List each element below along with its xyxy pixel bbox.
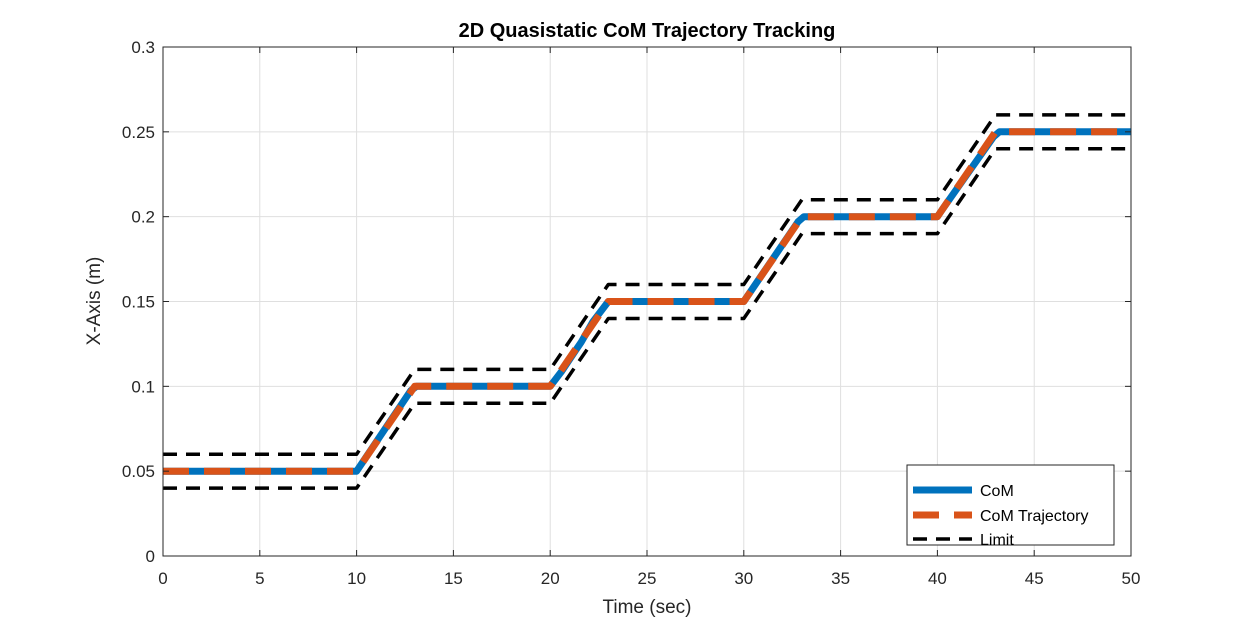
y-tick-label: 0 [146,547,155,566]
x-axis-title: Time (sec) [602,597,691,618]
y-tick-label: 0.2 [131,208,155,227]
x-tick-label: 40 [928,569,947,588]
legend-label: CoM Trajectory [980,508,1088,525]
x-tick-label: 45 [1025,569,1044,588]
x-tick-label: 10 [347,569,366,588]
legend: CoM CoM Trajectory Limit [906,464,1115,549]
legend-label: Limit [980,532,1014,549]
com-trajectory-line [163,128,1131,475]
ticks: 0 5 10 15 20 25 30 35 40 45 50 0 0.05 0.1 0.15 0.2 0.25 0… [122,38,1141,588]
x-tick-label: 50 [1122,569,1141,588]
lower-limit-line [163,147,1131,490]
x-tick-label: 30 [734,569,753,588]
legend-box [906,464,1115,546]
x-tick-label: 0 [158,569,167,588]
y-tick-label: 0.3 [131,38,155,57]
x-tick-label: 25 [638,569,657,588]
y-tick-label: 0.1 [131,377,155,396]
y-tick-label: 0.15 [122,293,155,312]
legend-label: CoM [980,483,1014,500]
chart-title: 2D Quasistatic CoM Trajectory Tracking [459,20,836,42]
y-axis-title: X-Axis (m) [84,257,105,346]
x-tick-label: 5 [255,569,264,588]
x-tick-label: 15 [444,569,463,588]
series-group [163,113,1131,490]
x-tick-label: 20 [541,569,560,588]
y-tick-label: 0.05 [122,462,155,481]
upper-limit-line [163,113,1131,456]
y-tick-label: 0.25 [122,123,155,142]
x-tick-label: 35 [831,569,850,588]
